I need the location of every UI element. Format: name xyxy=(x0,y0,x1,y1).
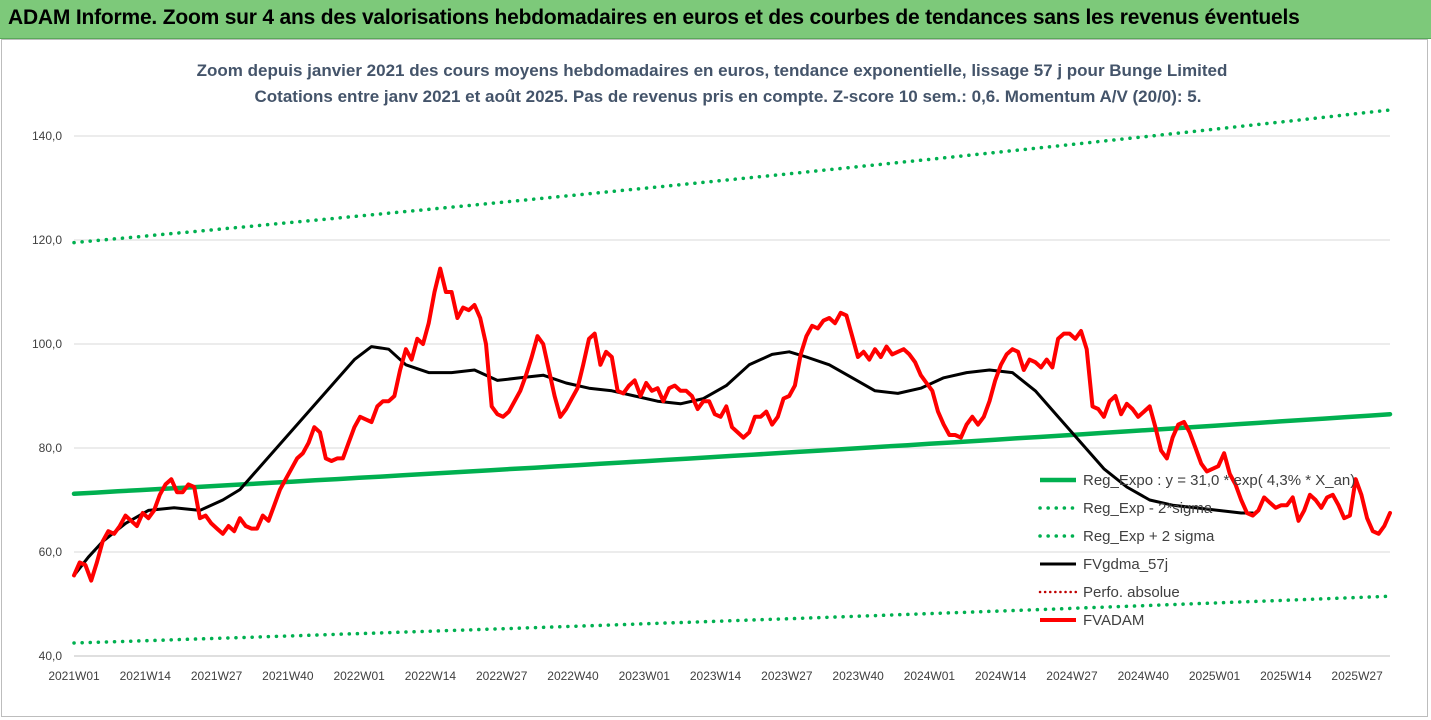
y-tick-label: 60,0 xyxy=(39,545,63,559)
x-tick-label: 2022W01 xyxy=(333,669,385,683)
y-tick-label: 80,0 xyxy=(39,441,63,455)
x-tick-label: 2022W14 xyxy=(405,669,457,683)
gridlines xyxy=(74,135,1390,657)
x-tick-label: 2024W40 xyxy=(1118,669,1170,683)
legend-label: FVgdma_57j xyxy=(1083,556,1168,573)
y-tick-label: 100,0 xyxy=(32,337,62,351)
report-title: ADAM Informe. Zoom sur 4 ans des valoris… xyxy=(8,6,1300,29)
x-tick-label: 2022W40 xyxy=(547,669,599,683)
y-tick-label: 140,0 xyxy=(32,129,62,143)
series-line-3 xyxy=(72,345,1255,577)
x-tick-label: 2023W40 xyxy=(832,669,884,683)
chart-frame xyxy=(1,39,1428,717)
report-header-banner: ADAM Informe. Zoom sur 4 ans des valoris… xyxy=(0,0,1431,39)
series-line-1 xyxy=(72,594,1392,645)
chart-subtitle: Cotations entre janv 2021 et août 2025. … xyxy=(255,87,1202,106)
chart-title: Zoom depuis janvier 2021 des cours moyen… xyxy=(197,61,1228,80)
x-tick-label: 2021W27 xyxy=(191,669,243,683)
y-tick-label: 120,0 xyxy=(32,233,62,247)
x-tick-label: 2023W01 xyxy=(619,669,671,683)
x-tick-label: 2023W14 xyxy=(690,669,742,683)
legend-label: FVADAM xyxy=(1083,612,1144,629)
series-line-0 xyxy=(71,411,1393,497)
x-tick-label: 2025W27 xyxy=(1331,669,1383,683)
x-tick-label: 2023W27 xyxy=(761,669,813,683)
x-tick-label: 2025W01 xyxy=(1189,669,1241,683)
x-tick-label: 2022W27 xyxy=(476,669,528,683)
x-tick-label: 2021W01 xyxy=(48,669,100,683)
legend-label: Reg_Exp + 2 sigma xyxy=(1083,528,1215,545)
series-layer xyxy=(71,108,1393,645)
x-axis: 2021W01 2021W14 2021W27 2021W40 2022W01 2022W… xyxy=(48,655,1390,683)
x-tick-label: 2021W14 xyxy=(120,669,172,683)
legend-label: Reg_Expo : y = 31,0 * exp( 4,3% * X_an) xyxy=(1083,472,1355,489)
x-tick-label: 2024W14 xyxy=(975,669,1027,683)
legend: Reg_Expo : y = 31,0 * exp( 4,3% * X_an) R… xyxy=(1038,472,1355,629)
y-tick-label: 40,0 xyxy=(39,649,63,663)
x-tick-label: 2025W14 xyxy=(1260,669,1312,683)
x-tick-label: 2024W27 xyxy=(1046,669,1098,683)
x-tick-label: 2024W01 xyxy=(904,669,956,683)
x-tick-label: 2021W40 xyxy=(262,669,314,683)
legend-label: Reg_Exp - 2*sigma xyxy=(1083,500,1213,517)
series-line-2 xyxy=(72,108,1392,245)
y-axis: 40,0 60,0 80,0 100,0 120,0 140,0 xyxy=(32,129,62,663)
legend-label: Perfo. absolue xyxy=(1083,584,1180,601)
series-line-5 xyxy=(72,266,1392,583)
